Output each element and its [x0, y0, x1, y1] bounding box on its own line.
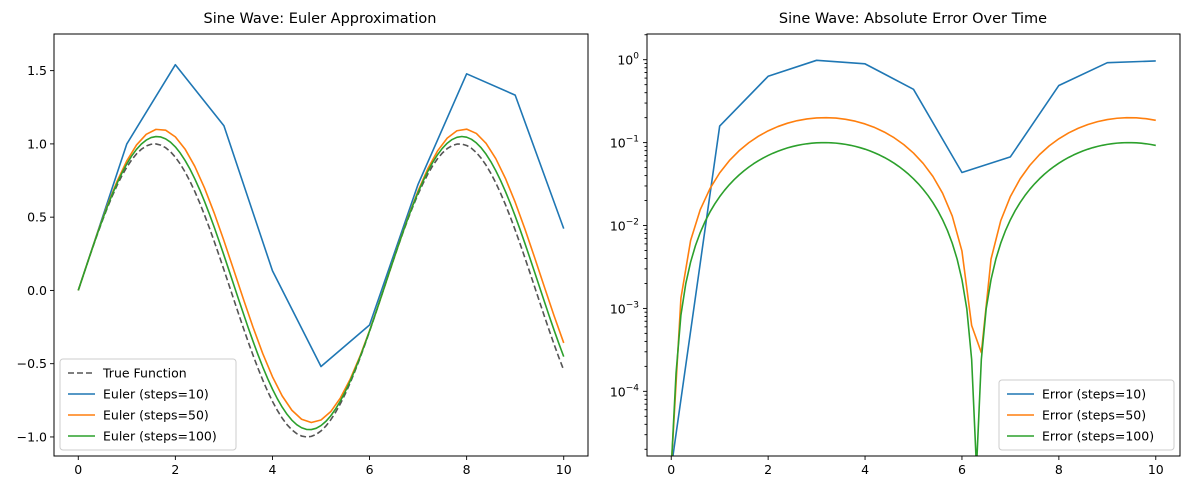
legend-label: Error (steps=100) — [1042, 429, 1154, 444]
x-tick-label: 6 — [366, 462, 374, 477]
y-axis-ticks: −1.0 −0.5 0.0 0.5 1.0 1.5 — [17, 63, 54, 444]
y-tick-exponent: −1 — [626, 135, 639, 145]
series-line — [77, 143, 565, 438]
y-tick-label: 10−2 — [610, 218, 639, 234]
legend-label: Euler (steps=50) — [103, 408, 209, 423]
x-tick-label: 0 — [74, 462, 82, 477]
series-line — [77, 135, 565, 431]
chart-title: Sine Wave: Absolute Error Over Time — [779, 11, 1047, 27]
euler-approximation-chart: Sine Wave: Euler Approximation 0 2 4 6 8 10 −… — [17, 11, 589, 477]
y-tick-label: 10−4 — [610, 383, 639, 399]
legend: True Function Euler (steps=10) Euler (step… — [59, 358, 237, 451]
x-tick-label: 0 — [667, 462, 675, 477]
series-line — [77, 128, 565, 424]
y-tick-label: 100 — [617, 52, 639, 68]
legend-label: True Function — [102, 366, 187, 381]
y-tick-label: 10−3 — [610, 300, 639, 316]
legend-label: Error (steps=10) — [1042, 387, 1146, 402]
axes-frame — [646, 33, 1181, 457]
y-tick-exponent: −4 — [626, 383, 640, 393]
legend-frame — [59, 358, 237, 451]
x-tick-label: 10 — [556, 462, 572, 477]
y-tick-label: 0.0 — [27, 283, 47, 298]
axes-frame — [53, 33, 589, 457]
absolute-error-chart: Sine Wave: Absolute Error Over Time 0 2 4 6… — [610, 11, 1181, 477]
legend-label: Euler (steps=100) — [103, 429, 217, 444]
y-axis-ticks: 10−4 10−3 10−2 10−1 100 — [610, 34, 647, 450]
x-axis-ticks: 0 2 4 6 8 10 — [667, 456, 1164, 477]
x-tick-label: 10 — [1148, 462, 1164, 477]
y-tick-exponent: −2 — [626, 218, 639, 228]
y-tick-label: 1.5 — [27, 63, 47, 78]
legend-label: Error (steps=50) — [1042, 408, 1146, 423]
y-tick-label: 10−1 — [610, 135, 639, 151]
x-axis-ticks: 0 2 4 6 8 10 — [74, 456, 572, 477]
x-tick-label: 2 — [171, 462, 179, 477]
x-tick-label: 8 — [1055, 462, 1063, 477]
x-tick-label: 6 — [958, 462, 966, 477]
y-tick-exponent: 0 — [633, 52, 639, 62]
y-tick-label: 0.5 — [27, 210, 47, 225]
plot-area — [77, 63, 565, 438]
y-tick-exponent: −3 — [626, 300, 639, 310]
y-tick-label: 1.0 — [27, 136, 47, 151]
series-line — [77, 63, 565, 368]
legend: Error (steps=10) Error (steps=50) Error (s… — [998, 379, 1175, 451]
series-line — [671, 141, 1156, 456]
series-group — [671, 59, 1156, 456]
x-tick-label: 4 — [861, 462, 869, 477]
x-tick-label: 8 — [463, 462, 471, 477]
chart-title: Sine Wave: Euler Approximation — [204, 11, 437, 27]
y-tick-label: −1.0 — [17, 429, 47, 444]
x-tick-label: 2 — [764, 462, 772, 477]
legend-label: Euler (steps=10) — [103, 387, 209, 402]
legend-frame — [998, 379, 1175, 451]
series-line — [672, 59, 1156, 456]
x-tick-label: 4 — [268, 462, 276, 477]
y-tick-label: −0.5 — [17, 356, 47, 371]
plot-area — [671, 59, 1156, 456]
series-line — [671, 116, 1156, 456]
